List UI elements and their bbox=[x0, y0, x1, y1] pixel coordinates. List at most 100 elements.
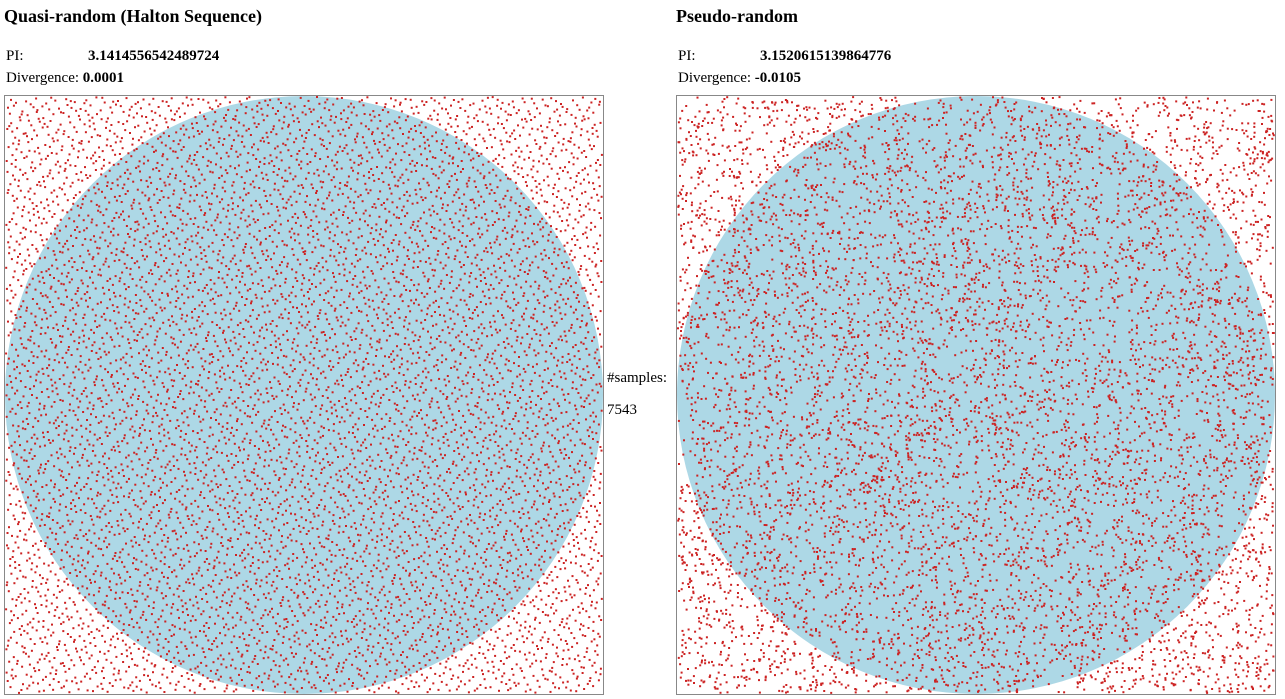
quasi-sample-point bbox=[94, 570, 97, 573]
quasi-sample-point bbox=[369, 625, 372, 628]
quasi-sample-point bbox=[410, 106, 413, 109]
quasi-sample-point bbox=[132, 562, 134, 565]
quasi-sample-point bbox=[229, 676, 232, 679]
quasi-sample-point bbox=[543, 200, 546, 203]
quasi-sample-point bbox=[65, 98, 68, 101]
quasi-sample-point bbox=[43, 355, 46, 358]
quasi-sample-point bbox=[193, 583, 196, 586]
quasi-sample-point bbox=[422, 519, 425, 522]
quasi-sample-point bbox=[118, 153, 121, 155]
quasi-sample-point bbox=[592, 629, 595, 632]
quasi-sample-point bbox=[554, 565, 557, 568]
quasi-sample-point bbox=[23, 588, 26, 590]
quasi-sample-point bbox=[503, 538, 506, 541]
quasi-sample-point bbox=[589, 677, 592, 680]
quasi-sample-point bbox=[136, 112, 138, 115]
quasi-sample-point bbox=[84, 323, 87, 326]
quasi-sample-point bbox=[149, 127, 152, 130]
quasi-sample-point bbox=[454, 131, 457, 133]
quasi-sample-point bbox=[326, 226, 329, 229]
quasi-sample-point bbox=[550, 315, 553, 318]
quasi-sample-point bbox=[78, 336, 81, 339]
quasi-sample-point bbox=[74, 505, 77, 508]
quasi-sample-point bbox=[163, 434, 166, 437]
quasi-sample-point bbox=[146, 595, 149, 598]
quasi-sample-point bbox=[451, 542, 454, 545]
quasi-sample-point bbox=[202, 630, 205, 633]
quasi-sample-point bbox=[365, 252, 368, 255]
quasi-sample-point bbox=[361, 136, 364, 139]
quasi-sample-point bbox=[509, 559, 512, 562]
quasi-sample-point bbox=[508, 141, 511, 144]
quasi-sample-point bbox=[164, 184, 167, 187]
quasi-sample-point bbox=[121, 469, 124, 472]
quasi-sample-point bbox=[89, 515, 92, 517]
quasi-sample-point bbox=[362, 270, 365, 273]
quasi-sample-point bbox=[545, 350, 548, 353]
quasi-sample-point bbox=[467, 409, 470, 412]
quasi-sample-point bbox=[374, 659, 377, 662]
quasi-sample-point bbox=[302, 548, 304, 551]
quasi-sample-point bbox=[134, 568, 137, 570]
quasi-sample-point bbox=[304, 390, 307, 393]
quasi-sample-point bbox=[281, 599, 284, 602]
quasi-sample-point bbox=[140, 328, 143, 331]
quasi-sample-point bbox=[435, 195, 438, 198]
quasi-sample-point bbox=[435, 140, 438, 143]
quasi-sample-point bbox=[449, 471, 452, 474]
quasi-sample-point bbox=[191, 295, 194, 298]
quasi-sample-point bbox=[393, 105, 396, 108]
quasi-sample-point bbox=[395, 556, 398, 559]
quasi-sample-point bbox=[129, 172, 132, 175]
quasi-sample-point bbox=[264, 645, 267, 648]
quasi-sample-point bbox=[411, 544, 414, 547]
quasi-sample-point bbox=[383, 277, 386, 280]
quasi-sample-point bbox=[537, 544, 540, 547]
quasi-sample-point bbox=[73, 340, 76, 343]
quasi-sample-point bbox=[136, 621, 139, 624]
quasi-sample-point bbox=[404, 215, 406, 218]
quasi-sample-point bbox=[243, 469, 246, 472]
quasi-sample-point bbox=[503, 482, 506, 485]
quasi-sample-point bbox=[386, 557, 389, 560]
quasi-sample-point bbox=[201, 236, 204, 239]
quasi-sample-point bbox=[493, 221, 496, 224]
quasi-sample-point bbox=[500, 297, 503, 300]
quasi-sample-point bbox=[187, 296, 190, 299]
quasi-sample-point bbox=[175, 174, 177, 177]
quasi-sample-point bbox=[499, 488, 502, 491]
quasi-sample-point bbox=[59, 218, 62, 221]
quasi-sample-point bbox=[473, 521, 476, 524]
quasi-sample-point bbox=[375, 567, 378, 570]
quasi-sample-point bbox=[183, 133, 186, 136]
quasi-sample-point bbox=[268, 235, 271, 237]
quasi-sample-point bbox=[432, 172, 435, 175]
quasi-sample-point bbox=[169, 682, 172, 685]
quasi-sample-point bbox=[592, 589, 595, 592]
quasi-sample-point bbox=[360, 637, 363, 639]
quasi-sample-point bbox=[342, 510, 345, 513]
quasi-sample-point bbox=[52, 439, 54, 442]
quasi-sample-point bbox=[317, 388, 320, 391]
quasi-sample-point bbox=[310, 373, 312, 376]
quasi-sample-point bbox=[591, 304, 594, 307]
quasi-sample-point bbox=[206, 148, 209, 151]
quasi-sample-point bbox=[595, 129, 598, 132]
quasi-sample-point bbox=[59, 526, 62, 529]
quasi-sample-point bbox=[52, 422, 55, 425]
quasi-sample-point bbox=[473, 201, 475, 204]
quasi-sample-point bbox=[574, 116, 577, 119]
quasi-sample-point bbox=[523, 414, 526, 417]
quasi-sample-point bbox=[74, 447, 77, 449]
quasi-sample-point bbox=[506, 561, 509, 564]
quasi-sample-point bbox=[189, 217, 192, 220]
quasi-sample-point bbox=[12, 174, 14, 177]
quasi-sample-point bbox=[80, 680, 83, 683]
quasi-sample-point bbox=[552, 193, 554, 196]
quasi-sample-point bbox=[234, 400, 236, 403]
quasi-sample-point bbox=[428, 287, 431, 289]
quasi-sample-point bbox=[166, 576, 169, 579]
quasi-sample-point bbox=[563, 250, 566, 253]
quasi-sample-point bbox=[368, 407, 371, 410]
quasi-sample-point bbox=[533, 485, 535, 488]
